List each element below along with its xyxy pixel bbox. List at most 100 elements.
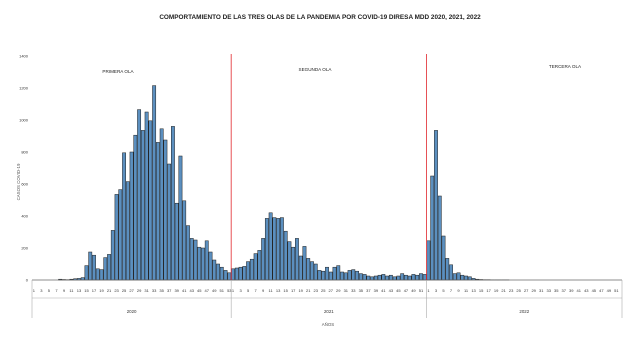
x-tick-label: 29	[137, 288, 142, 293]
x-tick-label: 53	[227, 288, 232, 293]
bar-2022-week-4	[437, 195, 442, 281]
bar-2022-week-5	[441, 235, 446, 281]
x-tick-label: 15	[84, 288, 89, 293]
y-tick-label: 200	[21, 245, 28, 250]
bar-2021-week-22	[310, 261, 314, 281]
y-tick-label: 1200	[19, 85, 29, 90]
bar-2021-week-12	[272, 217, 277, 281]
bar-2020-week-20	[103, 257, 108, 281]
bar-2021-week-9	[261, 238, 266, 281]
x-tick-label: 23	[114, 288, 119, 293]
bar-2021-week-18	[295, 238, 299, 281]
wave-label: PRIMERA OLA	[102, 69, 134, 74]
bar-2020-week-22	[110, 230, 115, 281]
x-tick-label: 17	[291, 288, 296, 293]
bar-2021-week-27	[328, 271, 333, 281]
x-tick-label: 37	[167, 288, 172, 293]
x-tick-label: 43	[189, 288, 194, 293]
bar-2021-week-29	[336, 265, 341, 281]
bar-2021-week-47	[404, 274, 408, 281]
bar-2021-week-16	[287, 241, 292, 281]
bar-2021-week-51	[419, 273, 423, 281]
x-tick-label: 43	[389, 288, 394, 293]
x-tick-label: 1	[427, 288, 430, 293]
x-tick-label: 51	[614, 288, 619, 293]
bar-2021-week-2	[234, 267, 239, 281]
x-tick-label: 31	[539, 288, 544, 293]
x-tick-label: 37	[562, 288, 567, 293]
bar-2020-week-29	[137, 109, 142, 281]
x-tick-label: 51	[220, 288, 225, 293]
x-tick-label: 19	[494, 288, 499, 293]
bar-2021-week-38	[370, 276, 375, 281]
bar-2020-week-50	[216, 263, 220, 281]
x-tick-label: 27	[524, 288, 529, 293]
bar-2022-week-2	[430, 175, 435, 281]
x-tick-label: 25	[122, 288, 127, 293]
bar-2020-week-41	[182, 200, 187, 281]
bar-2021-week-52	[422, 274, 427, 281]
bar-2020-week-37	[167, 163, 172, 281]
bar-2022-week-10	[460, 274, 465, 281]
x-tick-label: 9	[63, 288, 66, 293]
bar-2020-week-16	[88, 251, 93, 281]
x-tick-label: 27	[129, 288, 134, 293]
bar-2020-week-21	[107, 254, 111, 281]
x-tick-label: 37	[366, 288, 371, 293]
bar-2020-week-38	[171, 126, 175, 281]
x-tick-label: 35	[554, 288, 559, 293]
bar-2020-week-15	[84, 265, 89, 281]
bar-2021-week-42	[385, 275, 390, 281]
bar-2022-week-8	[452, 273, 457, 281]
y-axis-ticks: 0 200 400 600 800 1000 1200 1400	[19, 53, 29, 282]
x-axis-years: 2020 2021 2022	[127, 309, 530, 314]
bar-2020-week-14	[80, 277, 85, 281]
bar-2020-week-30	[140, 130, 145, 281]
x-tick-label: 45	[197, 288, 202, 293]
bar-2021-week-37	[366, 275, 371, 281]
bar-2021-week-49	[411, 274, 416, 281]
bar-2022-week-7	[449, 264, 453, 281]
bar-2020-week-45	[197, 246, 202, 281]
x-tick-label: 35	[159, 288, 164, 293]
bar-2021-week-45	[396, 275, 401, 281]
bar-2020-week-35	[159, 128, 164, 281]
y-tick-label: 400	[21, 213, 28, 218]
x-tick-label: 41	[577, 288, 582, 293]
chart-title: COMPORTAMIENTO DE LAS TRES OLAS DE LA PA…	[159, 14, 481, 21]
bar-2020-week-32	[148, 120, 153, 281]
x-tick-label: 15	[283, 288, 288, 293]
bar-2020-week-17	[92, 254, 96, 281]
x-tick-label: 21	[501, 288, 506, 293]
bar-2020-week-48	[208, 251, 213, 281]
bar-2022-week-6	[445, 258, 450, 281]
bar-2020-week-43	[189, 238, 194, 281]
x-tick-label: 51	[419, 288, 424, 293]
bar-2021-week-17	[291, 246, 296, 281]
x-tick-label: 29	[531, 288, 536, 293]
bar-2021-week-35	[358, 273, 363, 281]
bar-2021-week-26	[325, 266, 329, 281]
x-tick-label: 45	[396, 288, 401, 293]
x-tick-label: 31	[144, 288, 149, 293]
x-tick-label: 33	[351, 288, 356, 293]
bar-2020-week-49	[212, 259, 217, 281]
bar-2021-week-10	[264, 218, 269, 281]
bar-2021-week-4	[242, 266, 247, 281]
x-tick-label: 5	[48, 288, 51, 293]
x-tick-label: 23	[509, 288, 514, 293]
bar-2020-week-40	[178, 155, 183, 281]
x-tick-label: 15	[479, 288, 484, 293]
bar-2022-week-3	[434, 130, 438, 281]
bar-2021-week-20	[302, 246, 307, 281]
x-axis-week-ticks: 1 3 5 7 9 11 13 15 17 19 21 23 25 27 29 31 33 35 37 39 41 43 4…	[33, 288, 620, 293]
x-axis	[31, 279, 623, 318]
y-tick-label: 600	[21, 181, 28, 186]
y-axis-title: CASOS COVID-19	[16, 163, 21, 200]
x-tick-label: 3	[239, 288, 242, 293]
bar-2021-week-48	[407, 275, 412, 281]
bar-2021-week-36	[362, 274, 367, 281]
wave-dividers	[230, 54, 427, 280]
